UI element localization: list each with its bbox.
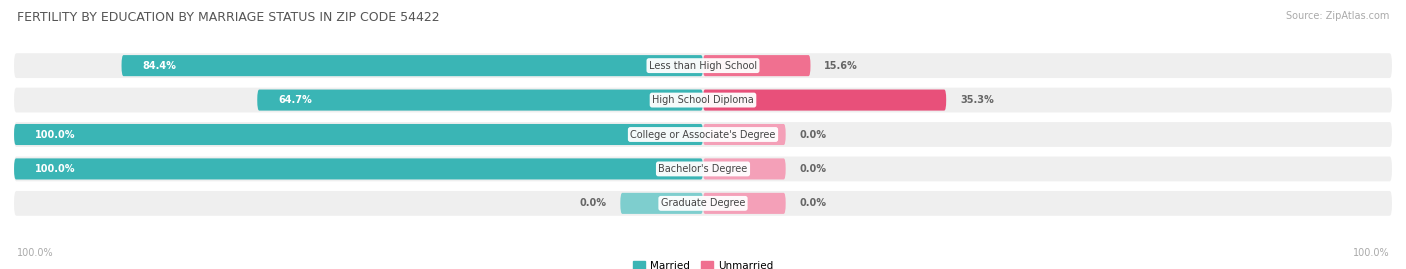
FancyBboxPatch shape	[14, 122, 1392, 147]
Text: 84.4%: 84.4%	[142, 61, 176, 71]
Text: 0.0%: 0.0%	[800, 164, 827, 174]
FancyBboxPatch shape	[14, 88, 1392, 112]
Text: Graduate Degree: Graduate Degree	[661, 198, 745, 208]
Text: FERTILITY BY EDUCATION BY MARRIAGE STATUS IN ZIP CODE 54422: FERTILITY BY EDUCATION BY MARRIAGE STATU…	[17, 11, 440, 24]
FancyBboxPatch shape	[703, 55, 810, 76]
Text: Bachelor's Degree: Bachelor's Degree	[658, 164, 748, 174]
Text: College or Associate's Degree: College or Associate's Degree	[630, 129, 776, 140]
FancyBboxPatch shape	[703, 193, 786, 214]
Text: 0.0%: 0.0%	[800, 129, 827, 140]
FancyBboxPatch shape	[14, 124, 703, 145]
Text: 100.0%: 100.0%	[17, 248, 53, 258]
FancyBboxPatch shape	[257, 90, 703, 111]
Text: 0.0%: 0.0%	[800, 198, 827, 208]
Text: 100.0%: 100.0%	[35, 164, 76, 174]
FancyBboxPatch shape	[703, 90, 946, 111]
Legend: Married, Unmarried: Married, Unmarried	[628, 257, 778, 269]
FancyBboxPatch shape	[14, 158, 703, 179]
Text: 100.0%: 100.0%	[35, 129, 76, 140]
FancyBboxPatch shape	[703, 124, 786, 145]
FancyBboxPatch shape	[14, 53, 1392, 78]
FancyBboxPatch shape	[14, 157, 1392, 181]
FancyBboxPatch shape	[703, 158, 786, 179]
Text: High School Diploma: High School Diploma	[652, 95, 754, 105]
Text: 100.0%: 100.0%	[1353, 248, 1389, 258]
Text: Less than High School: Less than High School	[650, 61, 756, 71]
FancyBboxPatch shape	[620, 193, 703, 214]
Text: 15.6%: 15.6%	[824, 61, 858, 71]
Text: 0.0%: 0.0%	[579, 198, 606, 208]
FancyBboxPatch shape	[121, 55, 703, 76]
FancyBboxPatch shape	[14, 191, 1392, 216]
Text: 64.7%: 64.7%	[278, 95, 312, 105]
Text: Source: ZipAtlas.com: Source: ZipAtlas.com	[1285, 11, 1389, 21]
Text: 35.3%: 35.3%	[960, 95, 994, 105]
